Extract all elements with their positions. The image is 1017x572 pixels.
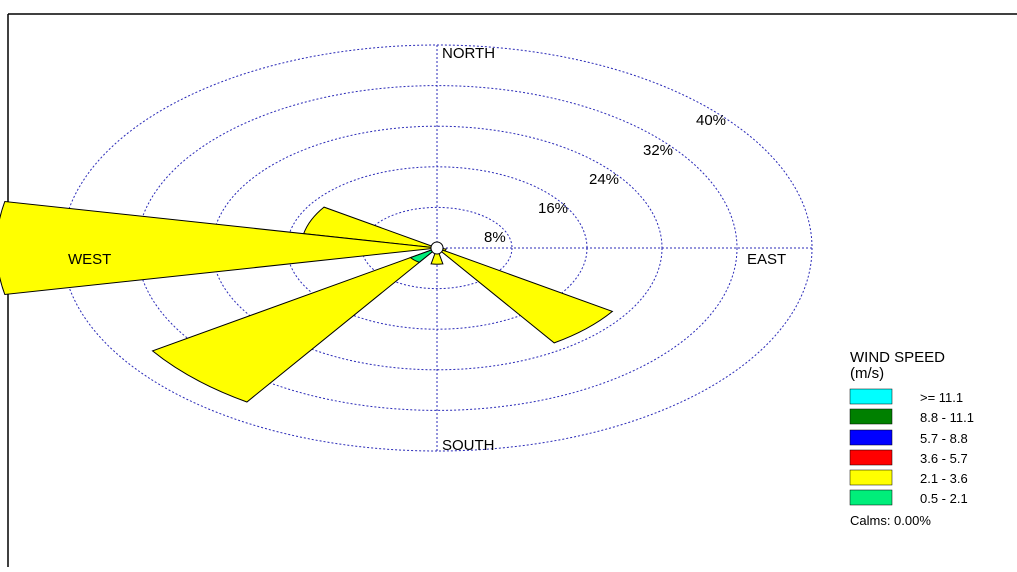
legend-swatch-0-5-2-1 (849, 489, 893, 506)
legend-swatch-2-1-3-6 (849, 469, 893, 486)
petal-layer (0, 200, 614, 403)
legend-calms: Calms: 0.00% (850, 513, 931, 528)
ring-label-40: 40% (696, 112, 726, 129)
legend-label-3-6-5-7: 3.6 - 5.7 (920, 451, 968, 466)
ring-label-24: 24% (589, 171, 619, 188)
legend-swatch-8-8-11-1 (849, 408, 893, 425)
legend-label-2-1-3-6: 2.1 - 3.6 (920, 471, 968, 486)
petal-135 (436, 247, 614, 344)
center-circle (430, 241, 444, 255)
legend-label-0-5-2-1: 0.5 - 2.1 (920, 491, 968, 506)
petal-270 (0, 200, 438, 296)
direction-label-east: EAST (747, 251, 786, 268)
petal-180 (430, 246, 444, 265)
legend-label-8-8-11-1: 8.8 - 11.1 (920, 410, 974, 425)
direction-label-west: WEST (68, 251, 111, 268)
legend-swatch-5-7-8-8 (849, 429, 893, 446)
petal-225 (151, 247, 438, 403)
legend-swatch-3-6-5-7 (849, 449, 893, 466)
legend-title-line1: WIND SPEED (850, 349, 945, 366)
legend-swatch-ge-11-1 (849, 388, 893, 405)
legend-label-5-7-8-8: 5.7 - 8.8 (920, 431, 968, 446)
ring-label-8: 8% (484, 229, 506, 246)
direction-label-south: SOUTH (442, 437, 495, 454)
legend-label-ge-11-1: >= 11.1 (920, 390, 963, 405)
ring-label-32: 32% (643, 142, 673, 159)
petal-inner-225 (409, 247, 438, 263)
legend-title-line2: (m/s) (850, 365, 884, 382)
legend: WIND SPEED (m/s) >= 11.1 8.8 - 11.1 5.7 … (849, 349, 974, 528)
ring-label-16: 16% (538, 200, 568, 217)
direction-label-north: NORTH (442, 45, 495, 62)
